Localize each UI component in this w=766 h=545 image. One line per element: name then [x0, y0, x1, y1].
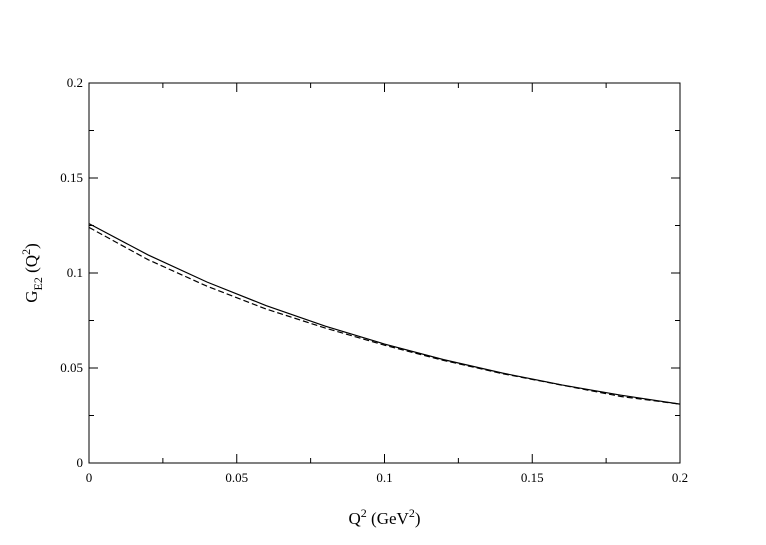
x-axis-label-part: ): [415, 509, 421, 528]
y-axis-label-part: 2: [19, 249, 33, 255]
y-tick-label: 0.2: [67, 75, 83, 90]
x-axis-label-part: (GeV: [367, 509, 410, 528]
y-axis-label-part: ): [22, 243, 41, 249]
x-tick-label: 0.15: [521, 470, 544, 485]
y-axis-label: GE2 (Q2): [19, 243, 45, 303]
x-axis-label-part: Q: [349, 509, 361, 528]
y-axis-label-part: G: [22, 290, 41, 302]
x-axis-label-part: 2: [361, 506, 367, 520]
x-tick-label: 0.05: [225, 470, 248, 485]
line-series: [88, 223, 681, 405]
x-tick-label: 0.2: [672, 470, 688, 485]
line-series: [88, 226, 681, 405]
y-tick-label: 0.15: [60, 170, 83, 185]
y-tick-label: 0: [77, 455, 84, 470]
x-axis-label: Q2 (GeV2): [349, 506, 421, 528]
y-tick-label: 0.05: [60, 360, 83, 375]
x-tick-label: 0.1: [376, 470, 392, 485]
x-axis-label-part: 2: [409, 506, 415, 520]
y-tick-label: 0.1: [67, 265, 83, 280]
y-axis-label-part: E2: [31, 277, 45, 290]
y-axis-label-part: (Q: [22, 255, 41, 277]
x-tick-label: 0: [86, 470, 93, 485]
